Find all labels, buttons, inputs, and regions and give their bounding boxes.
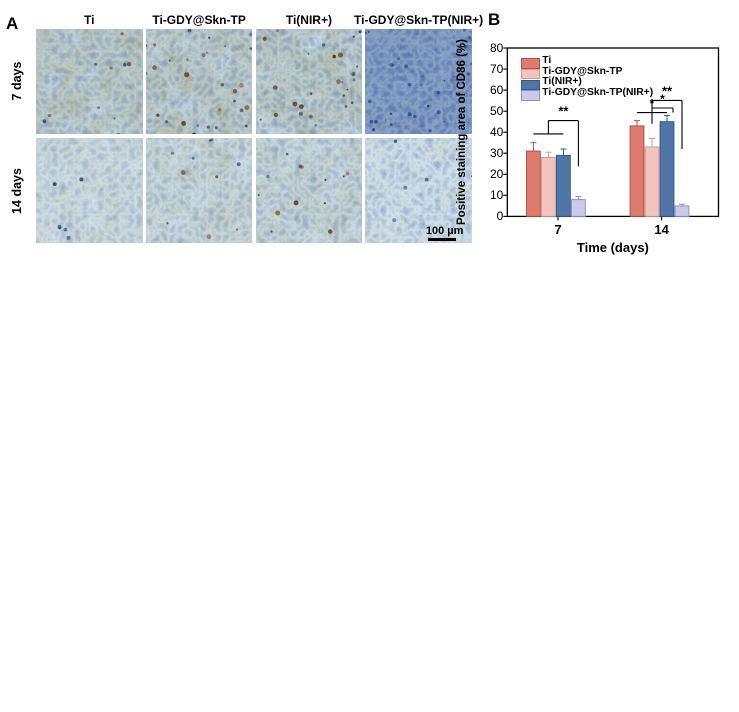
svg-text:**: ** [662, 83, 673, 98]
svg-text:**: ** [558, 104, 569, 119]
